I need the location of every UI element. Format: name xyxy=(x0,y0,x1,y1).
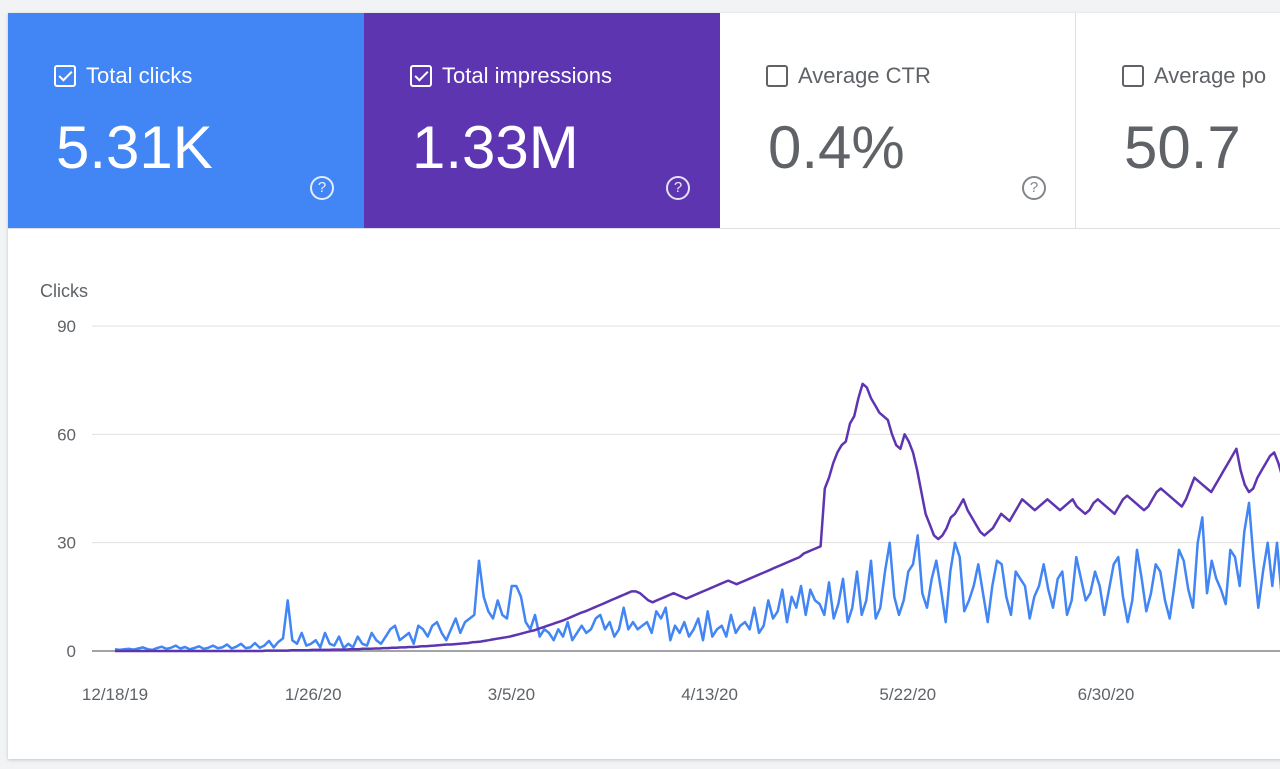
clicks-line-chart: Clicks 0 30 60 90 12/18/19 1/26/20 3/5/20 4/13… xyxy=(40,281,1280,704)
metric-header: Total impressions xyxy=(410,63,612,89)
metric-tab-total-clicks[interactable]: Total clicks 5.31K ? xyxy=(8,13,364,228)
metric-header: Average po xyxy=(1122,63,1266,89)
x-axis-ticks: 12/18/19 1/26/20 3/5/20 4/13/20 5/22/20 6/30/… xyxy=(82,685,1135,704)
checkbox-checked-icon[interactable] xyxy=(54,65,76,87)
y-tick-label: 60 xyxy=(57,425,76,444)
help-icon[interactable]: ? xyxy=(310,176,334,200)
series-line-clicks xyxy=(114,501,1280,652)
metric-label: Average CTR xyxy=(798,63,931,88)
metric-label: Total impressions xyxy=(442,63,612,88)
metric-value: 1.33M xyxy=(412,114,579,181)
y-axis-label: Clicks xyxy=(40,281,88,301)
checkbox-unchecked-icon[interactable] xyxy=(1122,65,1144,87)
x-tick-label: 6/30/20 xyxy=(1078,685,1135,704)
metric-tab-average-position[interactable]: Average po 50.7 xyxy=(1076,13,1280,228)
divider xyxy=(8,228,1280,229)
y-tick-label: 30 xyxy=(57,534,76,553)
metric-tabs: Total clicks 5.31K ? Total impressions 1… xyxy=(8,13,1280,228)
metric-value: 0.4% xyxy=(768,114,905,181)
metric-header: Average CTR xyxy=(766,63,931,89)
metric-tab-total-impressions[interactable]: Total impressions 1.33M ? xyxy=(364,13,720,228)
metric-label: Average po xyxy=(1154,63,1267,88)
series-line-impressions xyxy=(115,382,1280,653)
metric-value: 5.31K xyxy=(56,114,213,181)
x-tick-label: 4/13/20 xyxy=(681,685,738,704)
series-lines xyxy=(114,382,1280,653)
x-tick-label: 12/18/19 xyxy=(82,685,148,704)
x-tick-label: 1/26/20 xyxy=(285,685,342,704)
y-axis-ticks: 0 30 60 90 xyxy=(57,317,76,661)
y-tick-label: 0 xyxy=(67,642,76,661)
x-tick-label: 3/5/20 xyxy=(488,685,535,704)
y-tick-label: 90 xyxy=(57,317,76,336)
metric-header: Total clicks xyxy=(54,63,192,89)
help-icon[interactable]: ? xyxy=(666,176,690,200)
metric-label: Total clicks xyxy=(86,63,193,88)
checkbox-unchecked-icon[interactable] xyxy=(766,65,788,87)
metric-tab-average-ctr[interactable]: Average CTR 0.4% ? xyxy=(720,13,1076,228)
help-icon[interactable]: ? xyxy=(1022,176,1046,200)
x-tick-label: 5/22/20 xyxy=(879,685,936,704)
performance-card: Total clicks 5.31K ? Total impressions 1… xyxy=(8,13,1280,759)
metric-value: 50.7 xyxy=(1124,114,1241,181)
checkbox-checked-icon[interactable] xyxy=(410,65,432,87)
